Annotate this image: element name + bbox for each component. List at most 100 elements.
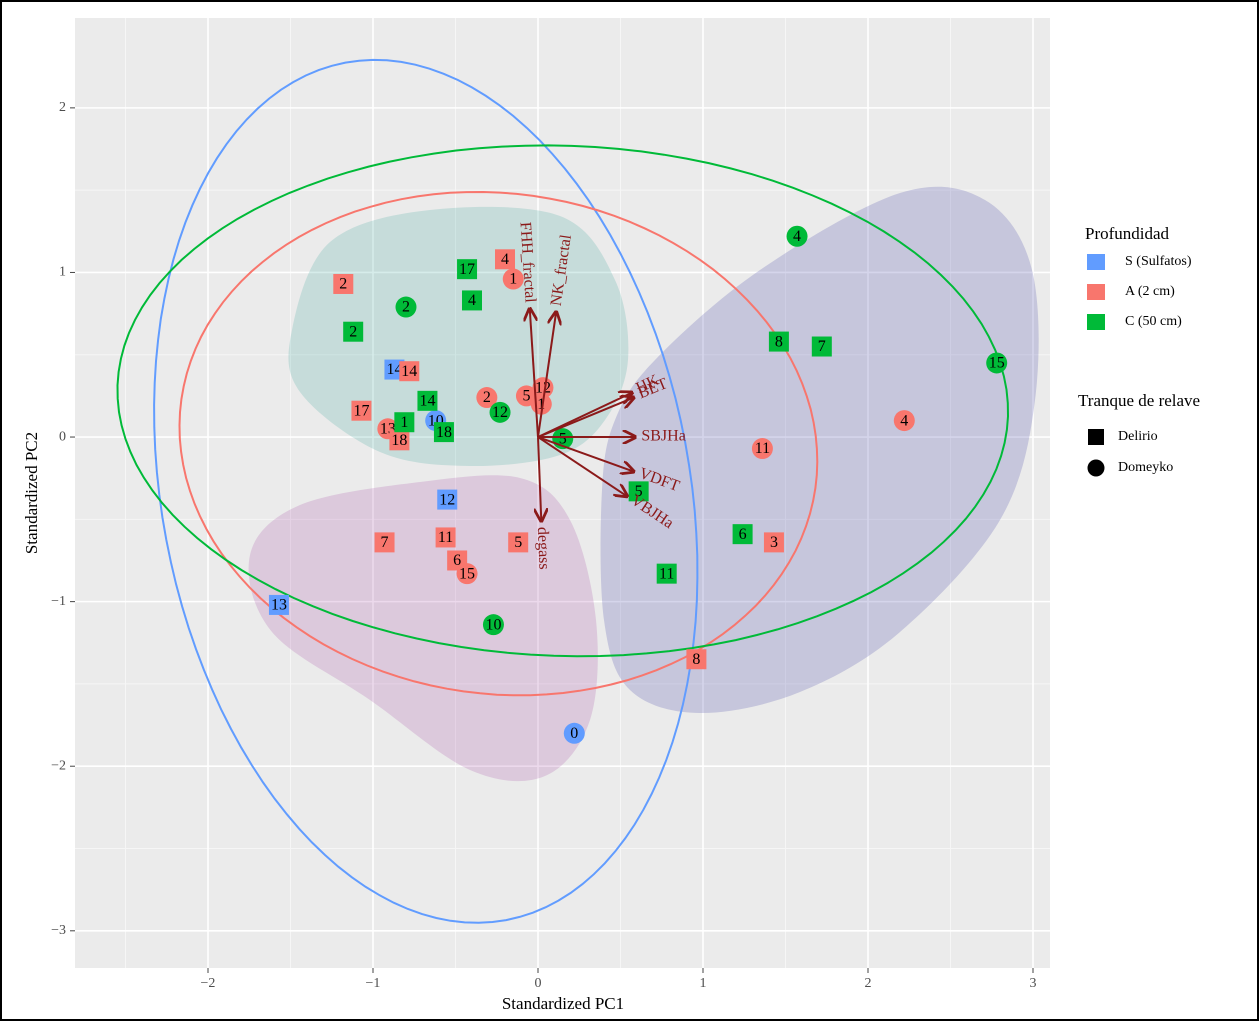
legend: Profundidad S (Sulfatos) A (2 cm) C (50 cm)… — [1078, 224, 1200, 477]
ellipse — [153, 58, 699, 924]
y-tick-label: 1 — [59, 265, 66, 280]
hull — [288, 206, 629, 467]
point-label: 14 — [386, 361, 402, 378]
loading-label: SBJHa — [641, 428, 685, 445]
loading-arrow — [538, 437, 541, 521]
point-label: 2 — [349, 323, 357, 340]
point — [628, 481, 649, 502]
point — [343, 321, 364, 342]
point-label: 17 — [353, 402, 369, 419]
point-label: 2 — [339, 276, 347, 293]
point-label: 11 — [438, 529, 453, 546]
point-label: 7 — [818, 338, 826, 355]
point — [476, 387, 498, 409]
loading-label: FHH_fractal — [517, 221, 539, 303]
legend-title: Tranque de relave — [1078, 391, 1200, 410]
point-label: 8 — [692, 651, 700, 668]
point-label: 4 — [501, 251, 509, 268]
point — [374, 532, 395, 553]
y-tick-label: −3 — [51, 923, 66, 938]
point-label: 14 — [419, 393, 435, 410]
x-tick-label: 2 — [865, 976, 872, 991]
legend-key — [1087, 254, 1105, 270]
point-label: 5 — [635, 483, 643, 500]
point-label: 15 — [989, 355, 1005, 372]
point-label: 1 — [537, 396, 545, 413]
legend-label: S (Sulfatos) — [1125, 254, 1192, 269]
x-tick-label: 3 — [1030, 976, 1037, 991]
point — [268, 594, 289, 615]
legend-key — [1087, 314, 1105, 330]
grid — [75, 18, 1050, 968]
x-tick-label: −1 — [366, 976, 381, 991]
x-axis-title: Standardized PC1 — [502, 994, 624, 1013]
loading-arrow — [537, 398, 634, 438]
point — [494, 249, 515, 270]
loading-arrow — [537, 312, 556, 438]
legend-label: Domeyko — [1118, 460, 1173, 475]
point — [893, 410, 915, 432]
point — [502, 268, 524, 290]
point — [768, 331, 789, 352]
point-label: 13 — [271, 597, 287, 614]
loading-label: degass — [534, 527, 553, 570]
hull — [600, 186, 1039, 714]
point — [656, 563, 677, 584]
point-label: 6 — [739, 526, 747, 543]
point — [751, 438, 773, 460]
point — [986, 352, 1008, 374]
point-label: 17 — [459, 261, 475, 278]
loading-arrow — [537, 436, 627, 496]
point-label: 10 — [485, 616, 501, 633]
point — [433, 422, 454, 443]
ellipse — [178, 190, 819, 697]
point — [461, 290, 482, 311]
point — [563, 722, 585, 744]
point-label: 2 — [483, 389, 491, 406]
y-tick-label: −1 — [51, 594, 66, 609]
point-label: 2 — [402, 299, 410, 316]
loading-arrow — [537, 436, 634, 472]
point — [482, 614, 504, 636]
x-tick-label: 0 — [534, 976, 541, 991]
point-label: 11 — [659, 565, 674, 582]
loading-arrow — [530, 309, 539, 438]
point — [394, 412, 415, 433]
point-label: 4 — [793, 228, 801, 245]
y-tick-label: −2 — [51, 758, 66, 773]
legend-key — [1087, 284, 1105, 300]
ellipses — [116, 58, 1010, 924]
point — [732, 524, 753, 545]
point-label: 18 — [391, 432, 407, 449]
point-label: 12 — [535, 379, 551, 396]
point — [686, 649, 707, 670]
panel — [75, 18, 1050, 968]
point-label: 15 — [459, 565, 475, 582]
point — [333, 273, 354, 294]
point — [435, 527, 456, 548]
point — [395, 296, 417, 318]
point — [811, 336, 832, 357]
point — [489, 401, 511, 423]
point — [457, 259, 478, 280]
point-label: 5 — [514, 534, 522, 551]
point — [763, 532, 784, 553]
point — [417, 390, 438, 411]
point — [351, 400, 372, 421]
point-label: 18 — [436, 424, 452, 441]
legend-key — [1087, 459, 1105, 477]
legend-label: Delirio — [1118, 429, 1158, 444]
point-label: 4 — [468, 292, 476, 309]
y-tick-label: 2 — [59, 100, 66, 115]
ellipse — [116, 144, 1010, 658]
point-label: 14 — [401, 363, 417, 380]
point-label: 8 — [775, 333, 783, 350]
point-label: 1 — [400, 414, 408, 431]
point — [786, 225, 808, 247]
legend-label: A (2 cm) — [1125, 284, 1175, 299]
point-label: 12 — [492, 404, 508, 421]
point — [508, 532, 529, 553]
point — [389, 430, 410, 451]
